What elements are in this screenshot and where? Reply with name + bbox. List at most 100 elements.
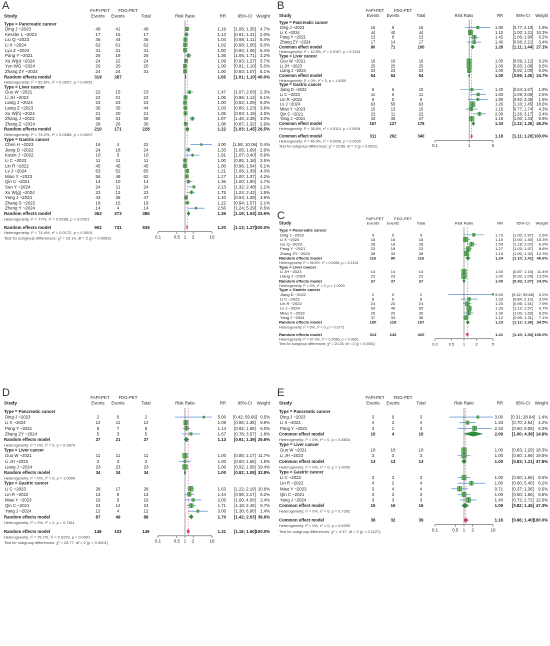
ci-value: [1.07; 3.40]: [234, 153, 256, 158]
total-count: 3: [420, 415, 423, 420]
events-fdg: 34: [116, 470, 121, 475]
events-fapi: 24: [96, 69, 101, 74]
events-fdg: 731: [114, 225, 122, 230]
ci-value: [1.18; 2.02]: [513, 242, 533, 247]
weight-value: 1.5%: [539, 97, 549, 102]
weight-value: 3.4%: [539, 40, 549, 45]
rr-value: 1.33: [217, 147, 226, 152]
weight-value: 9.3%: [538, 426, 548, 431]
total-count: 49: [144, 27, 149, 32]
header-risk-ratio: Risk Ratio: [454, 401, 474, 406]
header-rr: RR: [497, 401, 503, 406]
events-fdg: 20: [116, 64, 121, 69]
events-fapi: 14: [371, 269, 376, 274]
rr-value: 1.36: [217, 179, 226, 184]
header-total: Total: [417, 13, 426, 18]
events-fdg: 3: [117, 431, 120, 436]
ci-value: [0.60; 1.66]: [512, 475, 534, 480]
rr-value: 5.00: [495, 292, 504, 297]
events-fapi: 12: [96, 509, 101, 514]
subgroup-title: Type = Liver cancer: [4, 448, 44, 453]
ci-value: [0.91; 1.41]: [234, 32, 256, 37]
events-fapi: 63: [96, 169, 101, 174]
ci-value: [1.00; 1.37]: [234, 174, 256, 179]
events-fapi: 4: [372, 420, 375, 425]
events-fapi: 160: [370, 320, 377, 325]
events-fdg: 11: [116, 158, 121, 163]
events-fdg: 8: [392, 35, 395, 40]
events-fdg: 20: [116, 111, 121, 116]
subgroup-heterogeneity: Heterogeneity: I² = 0%, τ² = 0, p = 1.00…: [4, 476, 76, 481]
events-fdg: 26: [116, 121, 121, 126]
rr-value: 1.03: [217, 106, 226, 111]
pooled-diamond: [461, 502, 470, 509]
rr-value: 1.80: [495, 481, 504, 486]
weight-value: 100.0%: [534, 134, 548, 139]
subgroup-heterogeneity: Heterogeneity: I² = 0%, τ² = 0, p = 1.00…: [279, 464, 351, 469]
total-count: 24: [144, 184, 149, 189]
subgroup-heterogeneity: Heterogeneity: I² = 0%, τ² = 0, p = 0.67…: [279, 325, 345, 329]
study-label: Jiang D ~2022: [280, 292, 307, 297]
rr-value: 1.35: [217, 211, 226, 216]
pooled-diamond: [186, 210, 191, 217]
rr-value: 1.31: [218, 529, 227, 534]
events-fdg: 3: [392, 475, 395, 480]
ci-value: [0.93; 3.48]: [513, 97, 534, 102]
x-tick-label: 2: [192, 539, 195, 544]
total-count: 45: [144, 163, 149, 168]
ci-value: [0.93; 1.19]: [234, 111, 256, 116]
study-label: Lin R ~2022: [280, 481, 304, 486]
rr-value: 1.22: [495, 332, 504, 337]
total-count: 9: [420, 232, 423, 237]
total-count: 22: [144, 190, 149, 195]
pooled-diamond: [183, 436, 190, 443]
study-label: Lin R ~2022: [280, 97, 303, 102]
rr-value: 1.40: [495, 40, 504, 45]
subgroup-title: Type = Gastric cancer: [4, 481, 49, 486]
ci-value: [0.95; 1.31]: [513, 315, 533, 320]
study-label: Yang J ~2024: [280, 315, 305, 320]
x-tick-label: 2: [475, 341, 478, 346]
events-fapi: 15: [371, 503, 376, 508]
x-tick-label: 1: [184, 235, 187, 240]
rr-value: 1.91: [217, 153, 226, 158]
subgroup-heterogeneity: Heterogeneity: I² = 0%, τ² = 0, p = 0.76…: [4, 520, 75, 525]
ci-value: [0.42; 59.66]: [233, 415, 257, 420]
events-fapi: 311: [370, 134, 377, 139]
ci-value: [1.13; 1.27]: [234, 225, 257, 230]
events-fdg: 23: [116, 464, 121, 469]
weight-value: 34.5%: [537, 320, 549, 325]
total-count: 3: [420, 492, 423, 497]
weight-value: 11.7%: [258, 453, 270, 458]
rr-value: 2.00: [218, 497, 227, 502]
rr-value: 1.17: [217, 174, 226, 179]
total-count: 3: [420, 426, 423, 431]
total-count: 320: [418, 332, 425, 337]
rr-value: 1.10: [495, 30, 504, 35]
events-fapi: 63: [371, 306, 376, 311]
ci-value: [0.93; 1.07]: [234, 69, 256, 74]
weight-value: 1.1%: [260, 184, 270, 189]
subgroup-title: Type = Gastric cancer: [279, 82, 322, 87]
rr-value: 1.14: [218, 426, 227, 431]
events-fdg: 5: [392, 232, 395, 237]
rr-value: 1.09: [217, 58, 226, 63]
events-fapi: 24: [96, 58, 101, 63]
ci-value: [0.42; 59.66]: [512, 292, 534, 297]
events-fdg: 15: [116, 200, 121, 205]
overall-heterogeneity: Heterogeneity: I² = 46.9%, τ² = 0.0095, …: [279, 139, 361, 143]
rr-value: 1.15: [495, 106, 504, 111]
events-fdg: 33: [391, 315, 396, 320]
total-count: 36: [144, 121, 149, 126]
ci-value: [0.96; 2.17]: [234, 492, 256, 497]
rr-value: 1.00: [218, 459, 227, 464]
rr-value: 1.80: [495, 25, 504, 30]
rr-value: 1.70: [218, 514, 227, 519]
ci-value: [1.00; 1.40]: [513, 237, 533, 242]
header-rr: RR: [497, 221, 503, 226]
events-fdg: 14: [116, 503, 121, 508]
study-label: Lin R ~2022: [280, 301, 302, 306]
total-count: 14: [419, 269, 424, 274]
ci-value: [0.60; 1.66]: [512, 453, 534, 458]
events-fdg: 15: [116, 32, 121, 37]
